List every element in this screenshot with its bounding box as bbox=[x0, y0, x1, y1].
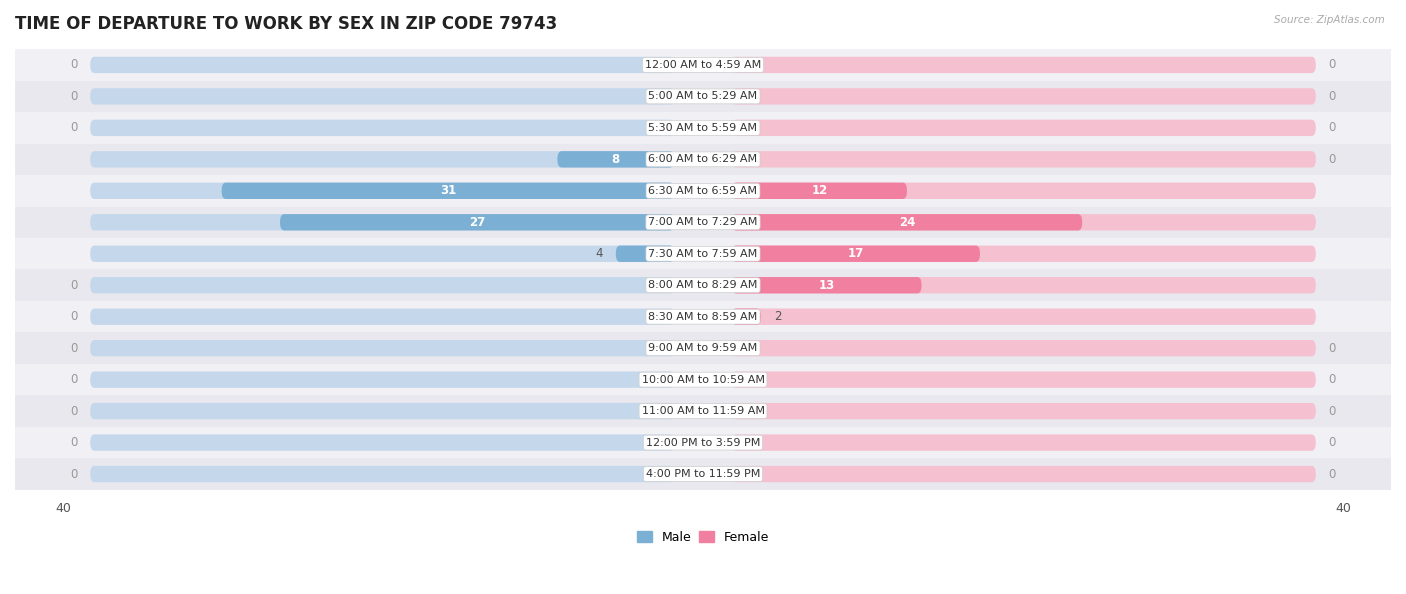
Bar bbox=[15, 459, 1391, 490]
Bar bbox=[15, 333, 1391, 364]
Text: 0: 0 bbox=[70, 467, 77, 481]
Text: 5:30 AM to 5:59 AM: 5:30 AM to 5:59 AM bbox=[648, 123, 758, 133]
Text: 0: 0 bbox=[1329, 58, 1336, 71]
FancyBboxPatch shape bbox=[731, 277, 1316, 293]
FancyBboxPatch shape bbox=[90, 245, 675, 262]
FancyBboxPatch shape bbox=[90, 340, 675, 356]
FancyBboxPatch shape bbox=[731, 245, 1316, 262]
Text: 0: 0 bbox=[1329, 467, 1336, 481]
Text: 0: 0 bbox=[1329, 405, 1336, 418]
Text: 6:00 AM to 6:29 AM: 6:00 AM to 6:29 AM bbox=[648, 154, 758, 165]
Text: 2: 2 bbox=[773, 310, 782, 323]
FancyBboxPatch shape bbox=[90, 434, 675, 451]
FancyBboxPatch shape bbox=[731, 308, 1316, 325]
Text: 4: 4 bbox=[596, 247, 603, 260]
Text: 8: 8 bbox=[612, 153, 620, 166]
FancyBboxPatch shape bbox=[90, 308, 675, 325]
FancyBboxPatch shape bbox=[90, 89, 675, 105]
Text: 0: 0 bbox=[70, 90, 77, 103]
Text: 0: 0 bbox=[70, 436, 77, 449]
Bar bbox=[15, 238, 1391, 270]
FancyBboxPatch shape bbox=[731, 89, 1316, 105]
Bar bbox=[15, 364, 1391, 396]
Text: 27: 27 bbox=[470, 216, 485, 229]
Bar bbox=[15, 207, 1391, 238]
Text: 0: 0 bbox=[1329, 121, 1336, 134]
FancyBboxPatch shape bbox=[90, 119, 675, 136]
FancyBboxPatch shape bbox=[90, 277, 675, 293]
Text: 0: 0 bbox=[1329, 373, 1336, 386]
Text: Source: ZipAtlas.com: Source: ZipAtlas.com bbox=[1274, 15, 1385, 25]
Text: 10:00 AM to 10:59 AM: 10:00 AM to 10:59 AM bbox=[641, 375, 765, 385]
FancyBboxPatch shape bbox=[90, 371, 675, 388]
FancyBboxPatch shape bbox=[731, 182, 907, 199]
Text: 12: 12 bbox=[811, 184, 828, 197]
Bar bbox=[15, 144, 1391, 175]
Text: 0: 0 bbox=[70, 279, 77, 292]
FancyBboxPatch shape bbox=[222, 182, 675, 199]
Text: 12:00 AM to 4:59 AM: 12:00 AM to 4:59 AM bbox=[645, 60, 761, 70]
FancyBboxPatch shape bbox=[90, 214, 675, 230]
FancyBboxPatch shape bbox=[731, 277, 921, 293]
FancyBboxPatch shape bbox=[731, 466, 1316, 482]
FancyBboxPatch shape bbox=[731, 403, 1316, 419]
Text: 17: 17 bbox=[848, 247, 865, 260]
FancyBboxPatch shape bbox=[731, 245, 980, 262]
Text: 5:00 AM to 5:29 AM: 5:00 AM to 5:29 AM bbox=[648, 91, 758, 102]
Bar bbox=[15, 112, 1391, 144]
Text: 24: 24 bbox=[898, 216, 915, 229]
Text: 0: 0 bbox=[70, 310, 77, 323]
FancyBboxPatch shape bbox=[90, 182, 675, 199]
FancyBboxPatch shape bbox=[90, 403, 675, 419]
FancyBboxPatch shape bbox=[731, 371, 1316, 388]
FancyBboxPatch shape bbox=[731, 57, 1316, 73]
Text: 7:30 AM to 7:59 AM: 7:30 AM to 7:59 AM bbox=[648, 249, 758, 259]
Text: 11:00 AM to 11:59 AM: 11:00 AM to 11:59 AM bbox=[641, 406, 765, 416]
Text: 0: 0 bbox=[70, 342, 77, 355]
Text: 0: 0 bbox=[70, 373, 77, 386]
FancyBboxPatch shape bbox=[731, 308, 761, 325]
Legend: Male, Female: Male, Female bbox=[631, 526, 775, 549]
Text: 0: 0 bbox=[70, 121, 77, 134]
FancyBboxPatch shape bbox=[731, 214, 1316, 230]
Text: 0: 0 bbox=[1329, 90, 1336, 103]
FancyBboxPatch shape bbox=[616, 245, 675, 262]
FancyBboxPatch shape bbox=[731, 434, 1316, 451]
FancyBboxPatch shape bbox=[90, 151, 675, 168]
Bar bbox=[15, 270, 1391, 301]
FancyBboxPatch shape bbox=[731, 182, 1316, 199]
Text: 7:00 AM to 7:29 AM: 7:00 AM to 7:29 AM bbox=[648, 217, 758, 228]
Bar bbox=[15, 175, 1391, 207]
Text: 8:30 AM to 8:59 AM: 8:30 AM to 8:59 AM bbox=[648, 312, 758, 322]
FancyBboxPatch shape bbox=[731, 151, 1316, 168]
Text: 0: 0 bbox=[70, 58, 77, 71]
Text: 0: 0 bbox=[1329, 153, 1336, 166]
Bar bbox=[15, 81, 1391, 112]
Text: 0: 0 bbox=[1329, 342, 1336, 355]
FancyBboxPatch shape bbox=[731, 214, 1083, 230]
Text: 31: 31 bbox=[440, 184, 456, 197]
FancyBboxPatch shape bbox=[90, 466, 675, 482]
FancyBboxPatch shape bbox=[280, 214, 675, 230]
Text: 0: 0 bbox=[70, 405, 77, 418]
Bar bbox=[15, 301, 1391, 333]
Text: 12:00 PM to 3:59 PM: 12:00 PM to 3:59 PM bbox=[645, 438, 761, 448]
Text: TIME OF DEPARTURE TO WORK BY SEX IN ZIP CODE 79743: TIME OF DEPARTURE TO WORK BY SEX IN ZIP … bbox=[15, 15, 557, 33]
FancyBboxPatch shape bbox=[731, 119, 1316, 136]
FancyBboxPatch shape bbox=[731, 340, 1316, 356]
Bar bbox=[15, 49, 1391, 81]
FancyBboxPatch shape bbox=[90, 57, 675, 73]
Text: 4:00 PM to 11:59 PM: 4:00 PM to 11:59 PM bbox=[645, 469, 761, 479]
Text: 8:00 AM to 8:29 AM: 8:00 AM to 8:29 AM bbox=[648, 280, 758, 290]
Bar bbox=[15, 396, 1391, 427]
Text: 13: 13 bbox=[818, 279, 835, 292]
Text: 0: 0 bbox=[1329, 436, 1336, 449]
Text: 9:00 AM to 9:59 AM: 9:00 AM to 9:59 AM bbox=[648, 343, 758, 353]
FancyBboxPatch shape bbox=[557, 151, 675, 168]
Text: 6:30 AM to 6:59 AM: 6:30 AM to 6:59 AM bbox=[648, 186, 758, 196]
Bar bbox=[15, 427, 1391, 459]
